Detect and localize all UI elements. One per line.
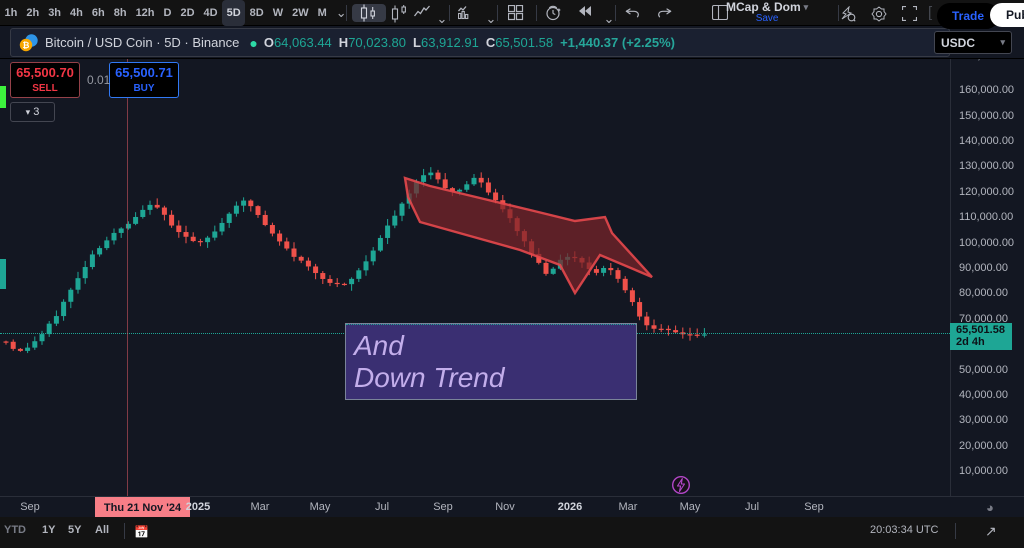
svg-text:₿: ₿ bbox=[23, 40, 30, 50]
